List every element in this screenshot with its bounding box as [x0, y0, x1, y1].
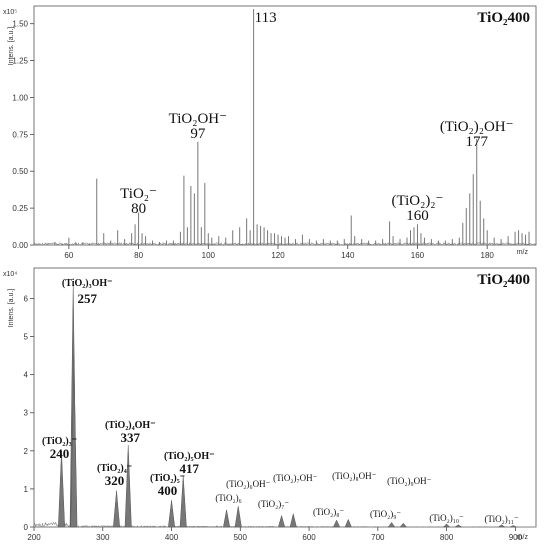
bottom-peak [442, 523, 451, 528]
bottom-peak-mass-label: 257 [77, 291, 97, 306]
bottom-plot-frame [33, 267, 537, 528]
top-peak-formula-label: (TiO₂)₂OH⁻ [440, 119, 514, 135]
top-y-tick-label: 0.50 [12, 167, 28, 176]
bottom-y-tick-label: 1 [24, 485, 29, 494]
top-x-tick-label: 160 [411, 251, 425, 260]
bottom-peak [179, 475, 187, 528]
bottom-y-tick-label: 2 [24, 447, 29, 456]
bottom-peak [289, 513, 297, 528]
bottom-peak [113, 490, 120, 528]
bottom-peak-formula-label: (TiO₂)₆ [215, 493, 241, 503]
top-x-tick-label: 140 [341, 251, 355, 260]
bottom-peak-formula-label: (TiO₂)₄⁻ [97, 463, 132, 474]
bottom-peak-formula-label: (TiO₂)₉⁻ [370, 509, 401, 519]
top-peak-mass-label: 113 [255, 10, 277, 26]
bottom-peak [124, 445, 132, 528]
bottom-peak-formula-label: (TiO₂)₇OH⁻ [273, 473, 317, 483]
bottom-y-tick-label: 4 [24, 371, 29, 380]
bottom-peak [509, 525, 517, 528]
top-peak-mass-label: 160 [406, 208, 429, 224]
bottom-x-tick-label: 200 [27, 533, 41, 542]
bottom-chart-title: TiO₂400 [477, 272, 530, 288]
bottom-y-tick-label: 3 [24, 409, 29, 418]
bottom-x-tick-label: 400 [165, 533, 179, 542]
bottom-peak-formula-label: (TiO₂)₅OH⁻ [164, 451, 215, 462]
top-y-tick-label: 0.75 [12, 130, 28, 139]
top-y-tick-label: 1.25 [12, 57, 28, 66]
bottom-peak-formula-label: (TiO₂)₉OH⁻ [387, 476, 431, 486]
bottom-y-axis-label: Intens. [a.u.] [8, 289, 15, 328]
top-x-tick-label: 60 [64, 251, 73, 260]
bottom-x-tick-label: 700 [371, 533, 385, 542]
bottom-peak [387, 521, 396, 528]
bottom-peak-formula-label: (TiO₂)₄OH⁻ [105, 420, 156, 431]
bottom-y-multiplier: x10⁴ [3, 271, 17, 278]
bottom-x-tick-label: 600 [302, 533, 316, 542]
bottom-peak-formula-label: (TiO₂)₅⁻ [150, 473, 185, 484]
bottom-x-axis-label: m/z [517, 534, 529, 541]
top-x-tick-label: 120 [271, 251, 285, 260]
top-x-tick-label: 80 [134, 251, 143, 260]
bottom-peak-formula-label: (TiO₂)₈OH⁻ [332, 471, 376, 481]
top-y-tick-label: 1.00 [12, 93, 28, 102]
bottom-peak [332, 519, 341, 528]
bottom-x-tick-label: 300 [96, 533, 110, 542]
bottom-peak [344, 518, 352, 528]
bottom-peak-formula-label: (TiO₂)₃⁻ [42, 436, 77, 447]
bottom-y-tick-label: 5 [24, 333, 29, 342]
bottom-peak [234, 506, 242, 528]
top-spectrum-panel: 60 80 100 120 140 160 180 0.00 0.25 0.50 0.75 1.00 1… [3, 5, 537, 260]
top-peak-formula-label: TiO₂⁻ [120, 186, 157, 202]
bottom-peak [70, 355, 78, 528]
bottom-peak [399, 522, 408, 528]
top-y-tick-label: 1.50 [12, 20, 28, 29]
bottom-peak [278, 514, 286, 528]
top-peak-mass-label: 97 [190, 126, 206, 142]
bottom-peak-mass-label: 400 [158, 483, 178, 498]
bottom-peak-formula-label: (TiO₂)₁₁⁻ [484, 514, 519, 524]
bottom-peak-mass-label: 240 [50, 446, 70, 461]
bottom-x-tick-label: 500 [234, 533, 248, 542]
top-chart-title: TiO₂400 [477, 10, 530, 26]
top-peak-formula-label: (TiO₂)₂⁻ [391, 193, 443, 209]
bottom-peak-mass-label: 320 [105, 473, 125, 488]
top-x-axis-label: m/z [517, 249, 529, 256]
top-y-multiplier: x10⁵ [3, 9, 17, 16]
top-peak-mass-label: 80 [131, 201, 146, 217]
bottom-peak-formula-label: (TiO₂)₈⁻ [313, 507, 344, 517]
top-peak-formula-label: TiO₂OH⁻ [169, 111, 227, 127]
bottom-spectrum-panel: 200 300 400 500 600 700 800 900 0 1 2 3 4 5 6 x10⁴ Inten… [3, 267, 537, 542]
bottom-peak-mass-label: 337 [120, 430, 140, 445]
bottom-peak [454, 524, 463, 528]
top-x-tick-label: 100 [202, 251, 216, 260]
bottom-peak [223, 509, 231, 528]
bottom-peak [497, 524, 506, 528]
top-y-tick-label: 0.00 [12, 241, 28, 250]
bottom-peak-formula-label: (TiO₂)₃OH⁻ [62, 278, 113, 289]
bottom-x-tick-label: 800 [440, 533, 454, 542]
bottom-y-tick-label: 0 [24, 523, 29, 532]
top-y-tick-label: 0.25 [12, 204, 28, 213]
top-x-tick-label: 180 [481, 251, 495, 260]
bottom-peak-mass-label: 417 [179, 461, 199, 476]
top-y-axis-label: Intens. [a.u.] [8, 27, 15, 66]
bottom-peak [58, 450, 65, 528]
bottom-x-tick-label: 900 [509, 533, 523, 542]
bottom-peak [168, 500, 176, 528]
bottom-peak-formula-label: (TiO₂)₆OH⁻ [226, 479, 270, 489]
bottom-y-tick-label: 6 [24, 294, 29, 303]
bottom-peak-formula-label: (TiO₂)₁₀⁻ [429, 513, 464, 523]
bottom-peak-formula-label: (TiO₂)₇⁻ [258, 499, 289, 509]
top-peak-mass-label: 177 [465, 134, 488, 150]
